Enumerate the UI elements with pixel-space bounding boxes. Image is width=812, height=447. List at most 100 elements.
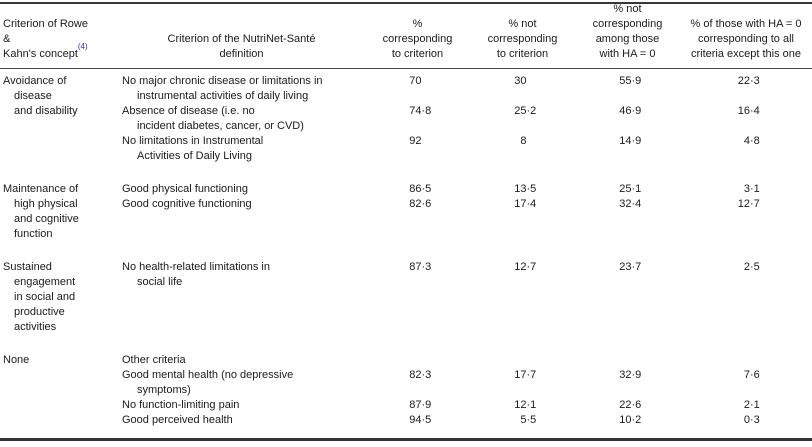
table-row: No function-limiting pain 87·9 12·1 22·6 2·1: [118, 398, 812, 413]
text-line: None: [3, 354, 30, 366]
header-pct-not-corresponding-column: % not corresponding to criterion: [487, 18, 558, 60]
text-line: Absence of disease (i.e. no: [122, 105, 255, 117]
text-line: symptoms): [137, 384, 191, 396]
table-row: Good mental health (no depressive symptom…: [118, 368, 812, 398]
value-number: 82·3: [409, 369, 432, 381]
table-group: Maintenance of high physical and cognitive…: [0, 182, 812, 242]
value-number: 12·7: [514, 261, 537, 273]
value-cell: 25·1: [575, 182, 680, 197]
value-cell: 12·7: [470, 260, 575, 275]
value-number: 10·2: [619, 414, 642, 426]
value-number: 92: [409, 135, 422, 147]
value-cell: 32·9: [575, 368, 680, 383]
table-header-row: Criterion of Rowe & Kahn's concept(4) Crit…: [0, 3, 812, 68]
value-cell: 7·6: [680, 368, 812, 383]
value-cell: 8: [470, 134, 575, 149]
value-cell: 23·7: [575, 260, 680, 275]
value-number: 12·7: [737, 198, 760, 210]
value-number: 22·3: [737, 75, 760, 87]
value-cell: 14·9: [575, 134, 680, 149]
criterion-cell: Good mental health (no depressive symptom…: [118, 368, 365, 398]
value-number: 94·5: [409, 414, 432, 426]
value-cell: 16·4: [680, 104, 812, 119]
value-number: 74·8: [409, 105, 432, 117]
criterion-cell: Good physical functioning: [118, 182, 365, 197]
header-pct-not-corresponding-ha0-column: % not corresponding among those with HA = 0: [592, 3, 663, 60]
value-cell: 12·7: [680, 197, 812, 212]
value-number: 86·5: [409, 183, 432, 195]
value-cell: 87·3: [365, 260, 470, 275]
value-cell: 92: [365, 134, 470, 149]
value-cell: 13·5: [470, 182, 575, 197]
table-row: No limitations in Instrumental Activities…: [118, 134, 812, 164]
value-cell: 46·9: [575, 104, 680, 119]
value-cell: 86·5: [365, 182, 470, 197]
table-header-rule: [0, 68, 812, 69]
value-number: 17·7: [514, 369, 537, 381]
table-row: Other criteria: [118, 353, 812, 368]
value-number: 82·6: [409, 198, 432, 210]
value-number: 3·1: [743, 183, 760, 195]
concept-cell: Avoidance of disease and disability: [0, 74, 118, 119]
value-number: 0·3: [743, 414, 760, 426]
text-line: Maintenance of: [3, 183, 79, 195]
value-number: 30: [514, 75, 527, 87]
value-number: 25·1: [619, 183, 642, 195]
value-cell: 10·2: [575, 413, 680, 428]
text-line: No health-related limitations in: [122, 261, 270, 273]
header-pct-ha0-all-but-one-column: % of those with HA = 0 corresponding to a…: [690, 18, 802, 60]
group-rows: No major chronic disease or limitations …: [118, 74, 812, 164]
reference-4-link[interactable]: (4): [77, 41, 88, 51]
text-line: function: [14, 228, 53, 240]
value-number: 16·4: [737, 105, 760, 117]
value-cell: 94·5: [365, 413, 470, 428]
text-line: Good mental health (no depressive: [122, 369, 294, 381]
criterion-cell: Absence of disease (i.e. no incident diab…: [118, 104, 365, 134]
value-cell: 30: [470, 74, 575, 89]
value-number: 4·8: [743, 135, 760, 147]
text-line: and cognitive: [14, 213, 79, 225]
table-group: None Other criteria Good mental health (no…: [0, 353, 812, 428]
value-number: 12·1: [514, 399, 537, 411]
value-number: 5·5: [520, 414, 537, 426]
value-number: 23·7: [619, 261, 642, 273]
table-row: No health-related limitations in social l…: [118, 260, 812, 290]
value-cell: 22·3: [680, 74, 812, 89]
text-line: engagement: [14, 276, 76, 288]
header-concept-column: Criterion of Rowe & Kahn's concept(4): [3, 18, 88, 60]
value-cell: 4·8: [680, 134, 812, 149]
value-cell: 82·6: [365, 197, 470, 212]
text-line: in social and: [14, 291, 76, 303]
criterion-cell: Good perceived health: [118, 413, 365, 428]
text-line: social life: [137, 276, 183, 288]
value-number: 8: [520, 135, 527, 147]
text-line: Activities of Daily Living: [137, 150, 252, 162]
table-top-rule: [0, 2, 812, 4]
value-cell: 82·3: [365, 368, 470, 383]
table-group: Avoidance of disease and disability No majo…: [0, 74, 812, 164]
text-line: No limitations in Instrumental: [122, 135, 264, 147]
value-cell: 2·1: [680, 398, 812, 413]
value-number: 46·9: [619, 105, 642, 117]
table-group: Sustained engagement in social and producti…: [0, 260, 812, 335]
table-row: Good cognitive functioning 82·6 17·4 32·4 12…: [118, 197, 812, 212]
value-number: 87·9: [409, 399, 432, 411]
value-number: 2·5: [743, 261, 760, 273]
value-number: 22·6: [619, 399, 642, 411]
value-cell: 5·5: [470, 413, 575, 428]
criterion-cell: No major chronic disease or limitations …: [118, 74, 365, 104]
table-row: Good perceived health 94·5 5·5 10·2 0·3: [118, 413, 812, 428]
text-line: Good perceived health: [122, 414, 233, 426]
text-line: disease: [14, 90, 52, 102]
value-cell: 25·2: [470, 104, 575, 119]
value-cell: 2·5: [680, 260, 812, 275]
text-line: No function-limiting pain: [122, 399, 240, 411]
criterion-cell: No limitations in Instrumental Activities…: [118, 134, 365, 164]
value-cell: 70: [365, 74, 470, 89]
value-number: 32·4: [619, 198, 642, 210]
concept-cell: Maintenance of high physical and cognitive…: [0, 182, 118, 242]
value-cell: 32·4: [575, 197, 680, 212]
table-row: No major chronic disease or limitations …: [118, 74, 812, 104]
group-rows: Good physical functioning 86·5 13·5 25·1 3·1…: [118, 182, 812, 212]
text-line: No major chronic disease or limitations …: [122, 75, 323, 87]
